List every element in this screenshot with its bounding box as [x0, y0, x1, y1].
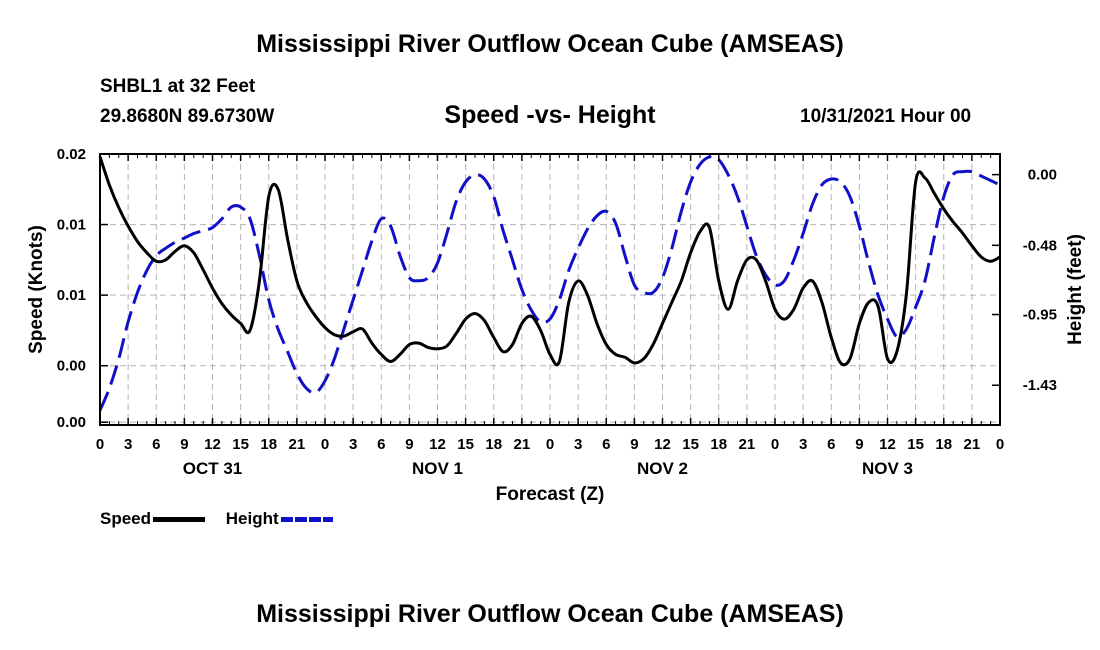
y-right-tick-label: -1.43 [1023, 377, 1057, 394]
x-tick-label: 9 [180, 436, 188, 453]
date-label: NOV 1 [412, 459, 463, 478]
series-line-height [98, 155, 1001, 411]
x-tick-label: 18 [260, 436, 277, 453]
x-tick-label: 15 [232, 436, 249, 453]
series-line-speed [98, 156, 1001, 367]
forecast-datetime: 10/31/2021 Hour 00 [800, 106, 972, 127]
legend-swatch-speed [153, 516, 206, 522]
x-tick-label: 0 [771, 436, 779, 453]
station-label: SHBL1 at 32 Feet [100, 76, 256, 97]
x-tick-label: 21 [964, 436, 981, 453]
y-right-tick-label: 0.00 [1028, 167, 1057, 184]
x-tick-label: 15 [457, 436, 474, 453]
y-left-tick-label: 0.00 [57, 414, 86, 431]
x-tick-label: 6 [152, 436, 160, 453]
y-right-tick-label: -0.48 [1023, 237, 1057, 254]
x-tick-label: 3 [799, 436, 807, 453]
x-tick-label: 3 [574, 436, 582, 453]
footer-title: Mississippi River Outflow Ocean Cube (AM… [256, 600, 844, 628]
legend-label-height: Height [225, 509, 279, 528]
x-tick-label: 6 [602, 436, 610, 453]
y-right-tick-label: -0.95 [1023, 307, 1057, 324]
x-tick-label: 21 [739, 436, 756, 453]
chart-title: Mississippi River Outflow Ocean Cube (AM… [256, 30, 844, 58]
x-tick-label: 18 [710, 436, 727, 453]
x-tick-label: 12 [204, 436, 221, 453]
x-tick-label: 12 [429, 436, 446, 453]
x-tick-label: 21 [289, 436, 306, 453]
x-axis-label: Forecast (Z) [496, 484, 605, 505]
axis-ticks: 0 3 6 9 12 15 18 21 0 3 6 9 12 15 18 21 0 3 6 9 12 15 18 21 0 3 6 9… [57, 146, 1057, 478]
legend-swatch-height [280, 516, 333, 522]
legend-item-speed: Speed [100, 509, 206, 529]
x-tick-label: 0 [321, 436, 329, 453]
x-tick-label: 12 [654, 436, 671, 453]
x-tick-label: 0 [546, 436, 554, 453]
y-axis-right-label: Height (feet) [1065, 234, 1086, 345]
x-tick-label: 3 [349, 436, 357, 453]
coordinates-label: 29.8680N 89.6730W [100, 106, 275, 127]
series-layer [98, 155, 1001, 411]
chart-subtitle: Speed -vs- Height [444, 101, 656, 129]
x-tick-label: 15 [907, 436, 924, 453]
x-tick-label: 9 [630, 436, 638, 453]
speed-height-chart: 0 3 6 9 12 15 18 21 0 3 6 9 12 15 18 21 0 3 6 9 12 15 18 21 0 3 6 9… [26, 146, 1086, 505]
x-tick-label: 21 [514, 436, 531, 453]
date-label: OCT 31 [183, 459, 243, 478]
y-left-tick-label: 0.02 [57, 146, 86, 163]
date-label: NOV 2 [637, 459, 688, 478]
x-tick-label: 12 [879, 436, 896, 453]
legend-label-speed: Speed [100, 509, 152, 528]
x-tick-label: 0 [996, 436, 1004, 453]
y-axis-left-label: Speed (Knots) [26, 225, 47, 354]
legend: Speed Height [100, 509, 349, 529]
date-label: NOV 3 [862, 459, 913, 478]
y-left-tick-label: 0.01 [57, 287, 86, 304]
grid-lines [100, 154, 1000, 425]
y-left-tick-label: 0.01 [57, 217, 86, 234]
x-tick-label: 9 [855, 436, 863, 453]
x-tick-label: 3 [124, 436, 132, 453]
x-tick-label: 18 [485, 436, 502, 453]
x-tick-label: 0 [96, 436, 104, 453]
x-tick-label: 15 [682, 436, 699, 453]
x-tick-label: 6 [827, 436, 835, 453]
y-left-tick-label: 0.00 [57, 358, 86, 375]
legend-item-height: Height [226, 509, 333, 529]
x-tick-label: 9 [405, 436, 413, 453]
x-tick-label: 6 [377, 436, 385, 453]
x-tick-label: 18 [935, 436, 952, 453]
